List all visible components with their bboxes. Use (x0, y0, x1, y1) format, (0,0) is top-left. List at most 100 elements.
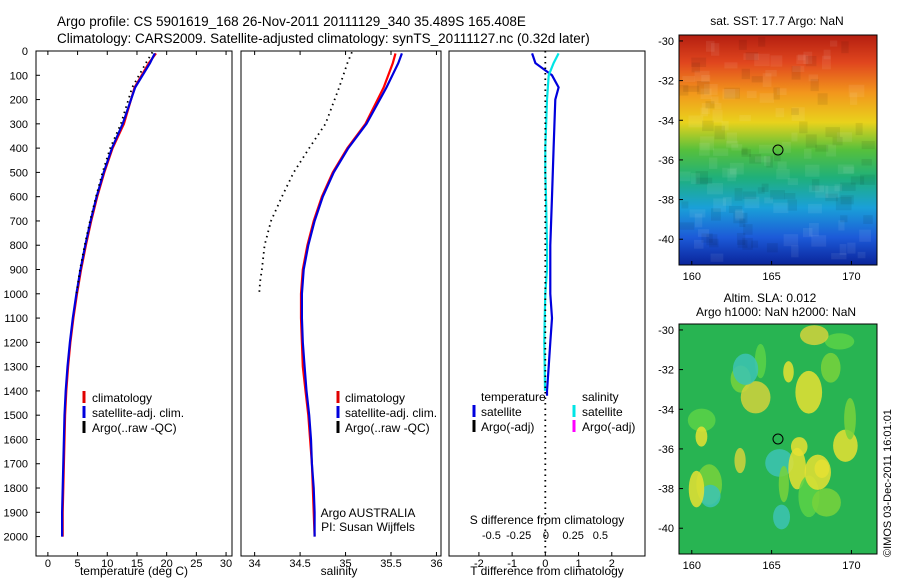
sst-cell (821, 55, 831, 70)
map-lon-tick-label: 165 (762, 560, 780, 572)
sla-blob (783, 361, 794, 383)
sst-cell (699, 142, 710, 156)
sst-cell (691, 57, 707, 68)
depth-tick-label: 600 (10, 192, 28, 204)
sst-cell (774, 153, 781, 162)
sst-cell (759, 93, 775, 103)
sst-cell (773, 202, 789, 214)
sst-cell (781, 141, 791, 153)
header-line-1: Argo profile: CS 5901619_168 26-Nov-2011… (57, 14, 526, 29)
sla-blob (804, 454, 831, 490)
sst-cell (754, 53, 770, 67)
sst-cell (764, 197, 774, 204)
sla-blob (790, 437, 808, 457)
sst-cell (724, 87, 740, 99)
sst-cell (728, 205, 743, 213)
salinity-legend: climatology satellite-adj. clim. Argo(..… (336, 391, 437, 435)
sst-cell (784, 192, 796, 200)
temperature-panel: 0100200300400500600700800900100011001200… (4, 46, 233, 578)
x-tick-label: 30 (220, 558, 232, 570)
sst-cell (763, 155, 771, 166)
sst-cell (757, 187, 765, 194)
sst-cell (726, 140, 739, 148)
sst-cell (825, 185, 840, 198)
temperature-legend: climatology satellite-adj. clim. Argo(..… (82, 391, 184, 435)
depth-tick-label: 300 (10, 119, 28, 131)
temperature-diff-legend: temperature satellite Argo(-adj) (472, 390, 546, 434)
sst-cell (758, 36, 766, 47)
temperature-axes-box (35, 50, 233, 557)
argo-program: Argo AUSTRALIA (321, 506, 416, 520)
x-tick-label: -1 (507, 558, 517, 570)
sst-cell (751, 76, 763, 83)
sla-map-lat-axis: -30 -32 -34 -36 -38 -40 (658, 325, 683, 535)
depth-tick-label: 700 (10, 216, 28, 228)
sst-cell (726, 132, 738, 144)
sst-cell (796, 55, 809, 65)
legend-title-temperature: temperature (481, 390, 546, 404)
sst-cell (681, 201, 689, 209)
sst-cell (710, 253, 724, 262)
sst-cell (724, 88, 740, 98)
sst-map-frame (678, 34, 878, 266)
sst-cell (742, 191, 757, 200)
sla-map-title-2: Argo h1000: NaN h2000: NaN (696, 305, 856, 319)
x2-tick-label: 0.5 (593, 530, 608, 542)
difference-series (531, 51, 560, 556)
sst-cell (706, 234, 718, 246)
map-lat-tick-label: -30 (658, 36, 674, 48)
sst-cell (721, 121, 729, 131)
sla-blob (734, 447, 746, 474)
sst-cell (791, 108, 799, 115)
legend-label-climatology: climatology (345, 391, 405, 405)
sst-cell (679, 84, 689, 96)
x-tick-label: 35 (339, 558, 351, 570)
legend-title-salinity: salinity (582, 390, 619, 404)
argo-position-marker (772, 433, 784, 445)
sst-cell (743, 53, 759, 60)
sst-cell (694, 213, 703, 228)
sst-cell (805, 164, 820, 177)
map-lat-tick-label: -40 (658, 234, 674, 246)
x-tick-label: 20 (161, 558, 173, 570)
sst-cell (836, 132, 853, 142)
sst-cell (700, 88, 712, 100)
sst-cell (713, 198, 726, 212)
sst-cell (826, 144, 837, 157)
temperature-depth-axis: 0 100 200 300 400 500 600 700 800 900 1000 1100 1200… (4, 46, 40, 544)
sla-blob (778, 465, 789, 503)
sst-cell (741, 147, 748, 155)
sst-cell (712, 109, 723, 123)
depth-tick-label: 1800 (4, 483, 28, 495)
map-lon-tick-label: 165 (762, 271, 780, 283)
temperature-xlabel: temperature (deg C) (80, 564, 188, 578)
sst-cell (701, 103, 710, 115)
sla-blob (824, 333, 855, 350)
legend-label-argo: Argo(..raw -QC) (92, 421, 177, 435)
sla-blob (700, 484, 721, 508)
sla-blob (695, 426, 708, 447)
map-lat-tick-label: -34 (658, 115, 674, 127)
sst-cell (787, 178, 798, 186)
sst-cell (840, 215, 848, 223)
sst-cell (861, 140, 875, 150)
sst-cell (808, 74, 819, 82)
sst-map-lon-axis: 160 165 170 (683, 261, 861, 283)
x-tick-label: 1 (575, 558, 581, 570)
depth-tick-label: 800 (10, 240, 28, 252)
sst-cell (679, 222, 695, 230)
sst-cell (761, 183, 769, 193)
sst-cell (745, 52, 759, 61)
sst-cell (707, 183, 723, 195)
depth-tick-label: 2000 (4, 532, 28, 544)
sst-cell (802, 227, 813, 238)
sst-cell (803, 148, 812, 159)
sst-cell (831, 253, 847, 260)
sst-cell (808, 185, 825, 193)
sst-cell (697, 229, 710, 237)
map-lat-tick-label: -32 (658, 365, 674, 377)
sst-cell (808, 223, 819, 237)
depth-tick-label: 1200 (4, 337, 28, 349)
series-line-satellite-adj-clim (60, 52, 156, 537)
sst-cell (849, 92, 858, 105)
